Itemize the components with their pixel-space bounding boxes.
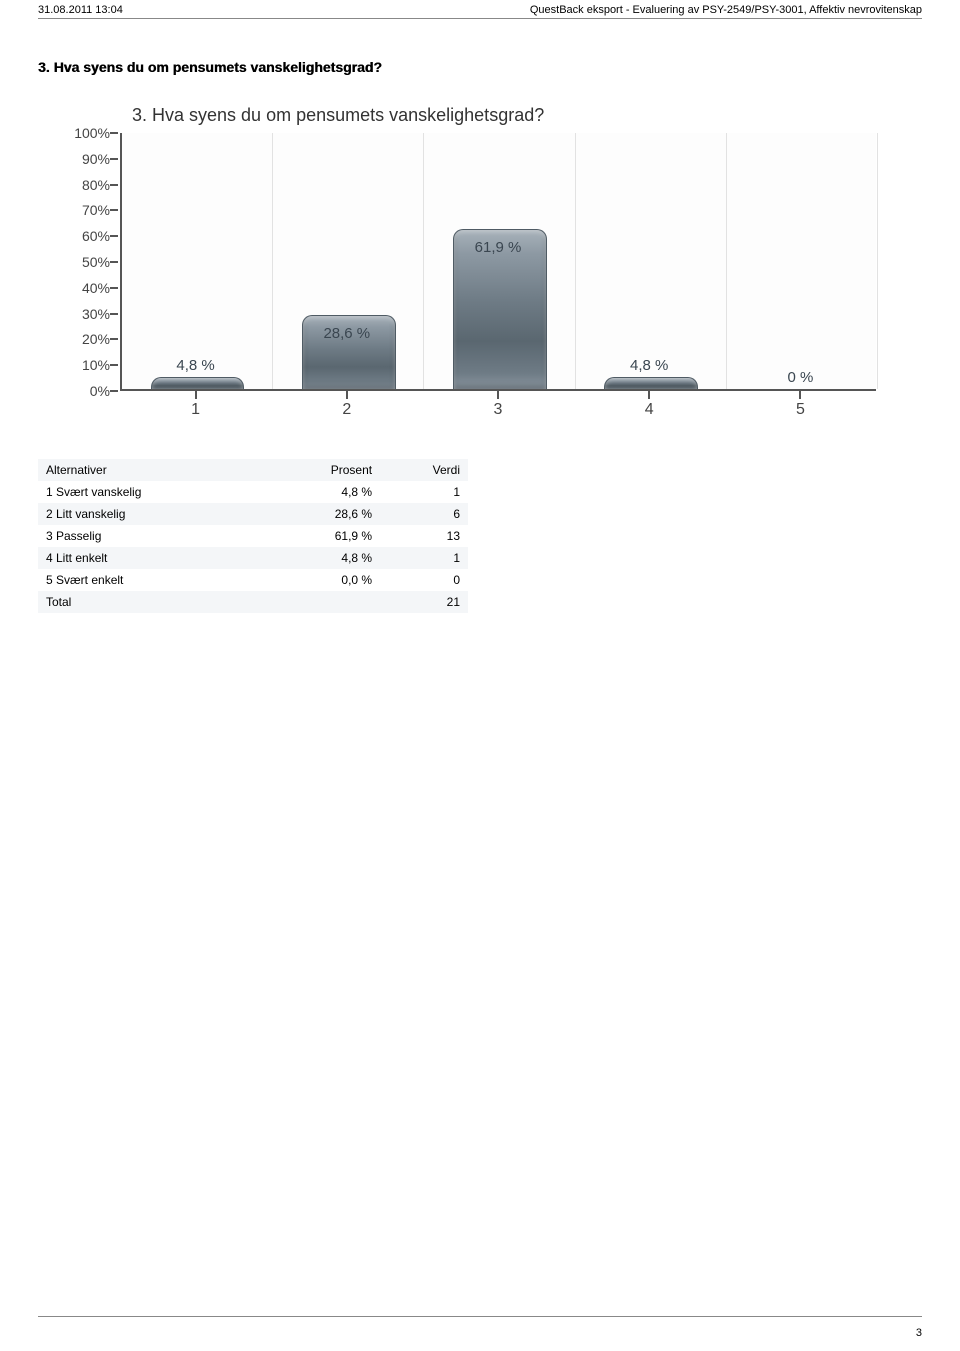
col-alternativer: Alternativer bbox=[38, 459, 264, 481]
chart-ytick bbox=[110, 261, 118, 263]
table-header-row: Alternativer Prosent Verdi bbox=[38, 459, 468, 481]
table-body: 1 Svært vanskelig4,8 %12 Litt vanskelig2… bbox=[38, 481, 468, 613]
cell-verdi: 13 bbox=[380, 525, 468, 547]
chart-ytick bbox=[110, 287, 118, 289]
chart-xtick-label: 1 bbox=[191, 401, 200, 419]
chart-xtick-label: 3 bbox=[494, 401, 503, 419]
chart-ytick-label: 10% bbox=[82, 357, 110, 373]
chart-xtick bbox=[648, 391, 650, 399]
chart-ytick bbox=[110, 364, 118, 366]
cell-prosent: 61,9 % bbox=[264, 525, 380, 547]
cell-verdi: 1 bbox=[380, 481, 468, 503]
chart-ytick-label: 70% bbox=[82, 202, 110, 218]
cell-verdi: 1 bbox=[380, 547, 468, 569]
chart-ytick bbox=[110, 338, 118, 340]
chart-xtick-label: 2 bbox=[342, 401, 351, 419]
chart-ytick bbox=[110, 209, 118, 211]
chart-xtick-label: 4 bbox=[645, 401, 654, 419]
footer-divider bbox=[38, 1316, 922, 1317]
cell-alternativ: 2 Litt vanskelig bbox=[38, 503, 264, 525]
cell-alternativ: 3 Passelig bbox=[38, 525, 264, 547]
chart-gridline bbox=[423, 133, 424, 389]
cell-alternativ: 4 Litt enkelt bbox=[38, 547, 264, 569]
results-table: Alternativer Prosent Verdi 1 Svært vansk… bbox=[38, 459, 468, 613]
chart-ytick bbox=[110, 235, 118, 237]
chart-xtick-label: 5 bbox=[796, 401, 805, 419]
chart-ytick-label: 20% bbox=[82, 331, 110, 347]
chart-value-label: 61,9 % bbox=[475, 239, 522, 256]
chart-ytick bbox=[110, 158, 118, 160]
header-title: QuestBack eksport - Evaluering av PSY-25… bbox=[530, 4, 922, 16]
chart-plot-area bbox=[120, 133, 876, 391]
page-number: 3 bbox=[916, 1327, 922, 1339]
question-title: 3. Hva syens du om pensumets vanskelighe… bbox=[38, 59, 922, 75]
chart-xtick bbox=[497, 391, 499, 399]
chart-gridline bbox=[272, 133, 273, 389]
chart-bar bbox=[151, 377, 245, 389]
bar-chart: 3. Hva syens du om pensumets vanskelighe… bbox=[52, 105, 882, 435]
col-prosent: Prosent bbox=[264, 459, 380, 481]
cell-prosent: 4,8 % bbox=[264, 481, 380, 503]
cell-total-value: 21 bbox=[380, 591, 468, 613]
cell-prosent: 0,0 % bbox=[264, 569, 380, 591]
chart-xtick bbox=[195, 391, 197, 399]
cell-prosent: 4,8 % bbox=[264, 547, 380, 569]
cell-alternativ: 5 Svært enkelt bbox=[38, 569, 264, 591]
col-verdi: Verdi bbox=[380, 459, 468, 481]
cell-alternativ: 1 Svært vanskelig bbox=[38, 481, 264, 503]
table-row: 5 Svært enkelt0,0 %0 bbox=[38, 569, 468, 591]
cell-total-blank bbox=[264, 591, 380, 613]
cell-prosent: 28,6 % bbox=[264, 503, 380, 525]
chart-ytick-label: 100% bbox=[74, 125, 110, 141]
chart-ytick-label: 80% bbox=[82, 177, 110, 193]
table-row: 3 Passelig61,9 %13 bbox=[38, 525, 468, 547]
chart-ytick-label: 30% bbox=[82, 306, 110, 322]
chart-title: 3. Hva syens du om pensumets vanskelighe… bbox=[132, 105, 544, 126]
chart-ytick bbox=[110, 390, 118, 392]
chart-ytick-label: 90% bbox=[82, 151, 110, 167]
cell-verdi: 0 bbox=[380, 569, 468, 591]
chart-ytick-label: 50% bbox=[82, 254, 110, 270]
chart-ytick-label: 40% bbox=[82, 280, 110, 296]
chart-value-label: 4,8 % bbox=[630, 357, 668, 374]
chart-ytick-label: 60% bbox=[82, 228, 110, 244]
chart-value-label: 0 % bbox=[787, 369, 813, 386]
table-row: 2 Litt vanskelig28,6 %6 bbox=[38, 503, 468, 525]
cell-total-label: Total bbox=[38, 591, 264, 613]
chart-gridline bbox=[575, 133, 576, 389]
chart-value-label: 28,6 % bbox=[323, 325, 370, 342]
chart-bar bbox=[604, 377, 698, 389]
chart-value-label: 4,8 % bbox=[176, 357, 214, 374]
table-row: 1 Svært vanskelig4,8 %1 bbox=[38, 481, 468, 503]
chart-xtick bbox=[799, 391, 801, 399]
table-row: 4 Litt enkelt4,8 %1 bbox=[38, 547, 468, 569]
page-header: 31.08.2011 13:04 QuestBack eksport - Eva… bbox=[38, 4, 922, 18]
header-divider bbox=[38, 18, 922, 19]
chart-ytick bbox=[110, 313, 118, 315]
table-total-row: Total 21 bbox=[38, 591, 468, 613]
chart-gridline bbox=[726, 133, 727, 389]
chart-gridline bbox=[877, 133, 878, 389]
chart-ytick bbox=[110, 184, 118, 186]
chart-xtick bbox=[346, 391, 348, 399]
chart-ytick bbox=[110, 132, 118, 134]
chart-ytick-label: 0% bbox=[90, 383, 110, 399]
header-date: 31.08.2011 13:04 bbox=[38, 4, 123, 16]
cell-verdi: 6 bbox=[380, 503, 468, 525]
